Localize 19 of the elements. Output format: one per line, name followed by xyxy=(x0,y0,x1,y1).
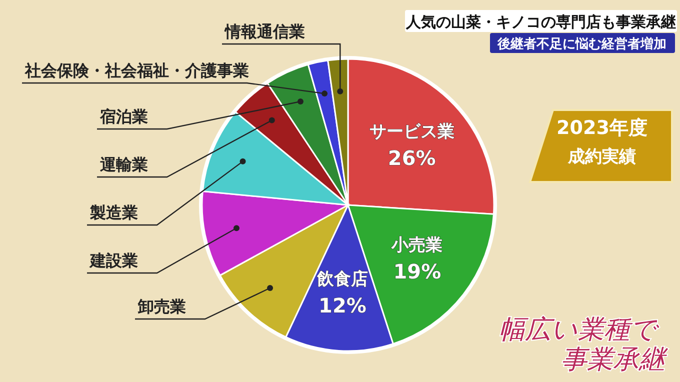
data-label: 12% xyxy=(318,293,366,318)
text: 2023年度 xyxy=(556,117,648,139)
slice-label: 飲食店 xyxy=(316,269,368,290)
text: 成約実績 xyxy=(567,147,636,167)
slice-label: 運輸業 xyxy=(99,155,148,174)
text: 人気の山菜・キノコの専門店も事業承継 xyxy=(405,13,676,31)
slice-label: 社会保険・社会福祉・介護事業 xyxy=(24,61,249,80)
slice-label: サービス業 xyxy=(369,122,454,142)
slice-label: 製造業 xyxy=(89,203,138,222)
data-label: 26% xyxy=(388,146,436,170)
slice-label: 卸売業 xyxy=(137,297,186,316)
text: 幅広い業種で xyxy=(499,315,660,345)
slice-label: 情報通信業 xyxy=(224,22,305,41)
data-label: 19% xyxy=(393,260,442,284)
slice-label: 宿泊業 xyxy=(99,107,148,126)
text: 後継者不足に悩む経営者増加 xyxy=(496,36,666,52)
slice-label: 小売業 xyxy=(390,236,443,256)
slice-label: 建設業 xyxy=(88,251,138,270)
text: 事業承継 xyxy=(561,345,669,375)
